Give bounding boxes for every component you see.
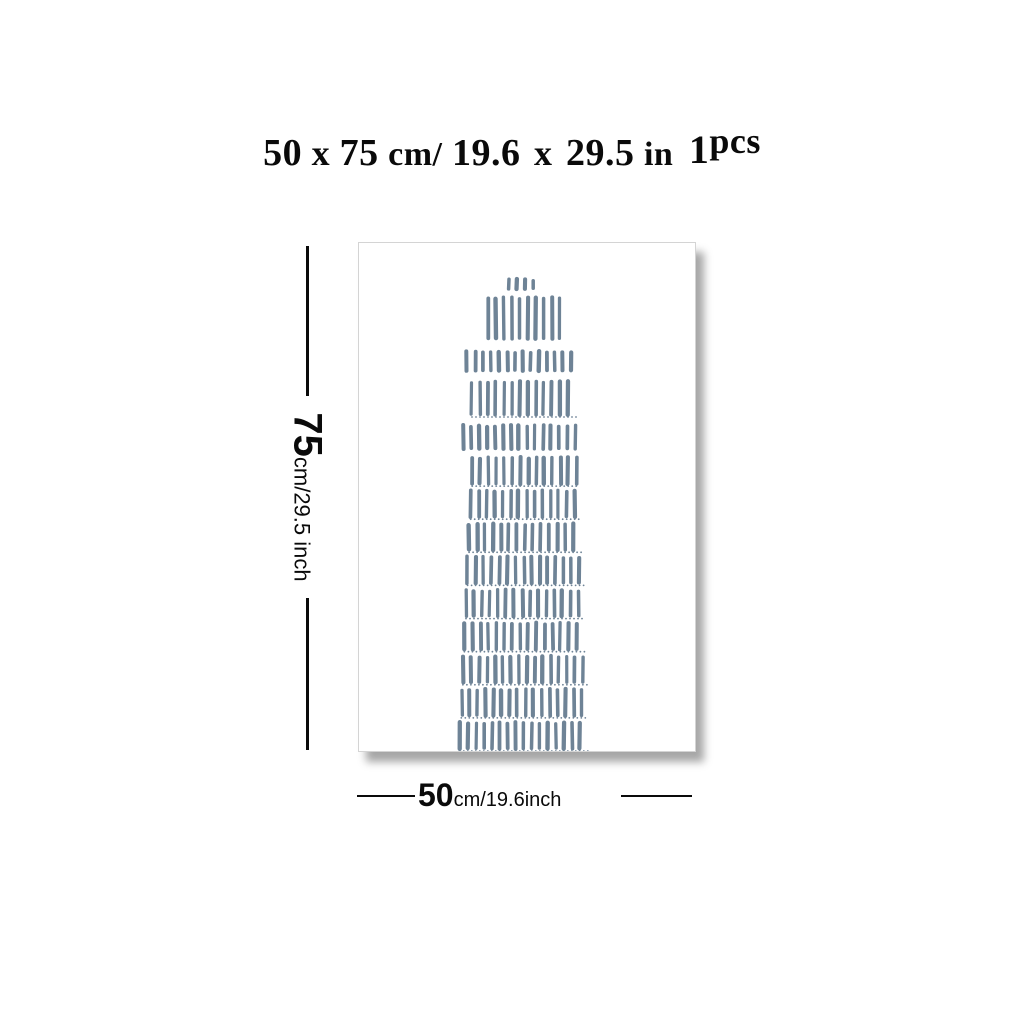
height-dimension-value: 75 <box>285 412 330 457</box>
title-unit-in: in <box>643 136 674 173</box>
title-unit-cm: cm/ <box>388 136 443 173</box>
width-dimension-line-right <box>621 795 692 797</box>
title-quantity: 1 <box>688 127 710 172</box>
lighthouse-illustration <box>457 276 589 751</box>
title-height-cm: 75 <box>339 132 379 174</box>
height-dimension-line-bottom <box>306 598 309 750</box>
poster-canvas <box>358 242 696 752</box>
width-dimension-unit: cm/19.6inch <box>453 789 562 811</box>
height-dimension-unit: cm/29.5 inch <box>289 456 315 582</box>
title-by-1: x <box>311 133 331 173</box>
title-width-in: 19.6 <box>451 132 521 174</box>
title-width-cm: 50 <box>263 132 303 174</box>
title-height-in: 29.5 <box>565 132 635 174</box>
width-dimension-value: 50 <box>418 777 454 813</box>
title-quantity-unit: pcs <box>709 121 761 161</box>
width-dimension-label: 50cm/19.6inch <box>418 777 561 814</box>
height-dimension-label: 75cm/29.5 inch <box>285 412 330 581</box>
width-dimension-line-left <box>357 795 415 797</box>
height-dimension-line-top <box>306 246 309 396</box>
lighthouse-strokes <box>457 276 589 751</box>
size-title: 50 x 75 cm/ 19.6 x 29.5 in 1pcs <box>0 121 1024 175</box>
title-by-2: x <box>533 133 553 173</box>
